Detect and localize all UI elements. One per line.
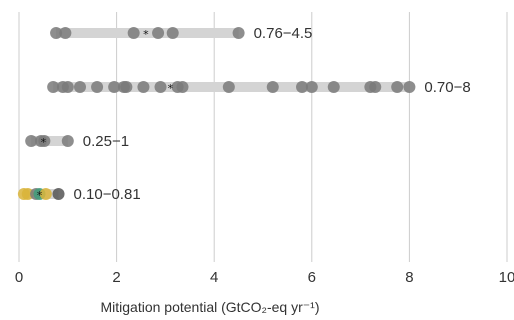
data-rows: * 0.76−4.5 * 0.70−8 * 0.25−1 * 0.10−0.81 <box>17 25 471 203</box>
x-tick-label-4: 4 <box>210 269 218 286</box>
median-marker: * <box>37 189 43 202</box>
data-point <box>59 27 72 39</box>
data-point <box>120 81 133 93</box>
data-point <box>305 81 318 93</box>
data-point <box>74 81 86 93</box>
row-2: * 0.70−8 <box>47 79 471 96</box>
range-label: 0.70−8 <box>424 79 470 96</box>
x-tick-label-2: 2 <box>112 269 120 286</box>
x-tick-label-8: 8 <box>405 269 413 286</box>
data-point <box>266 81 279 93</box>
data-point <box>222 81 235 93</box>
data-point <box>137 81 150 93</box>
data-point <box>47 81 60 93</box>
row-3: * 0.25−1 <box>25 133 129 150</box>
data-point <box>61 135 74 147</box>
range-label: 0.10−0.81 <box>74 186 141 203</box>
data-point <box>391 81 404 93</box>
data-point <box>39 188 52 200</box>
data-point <box>21 188 34 200</box>
median-marker: * <box>41 136 47 149</box>
data-point <box>152 27 165 39</box>
median-marker: * <box>143 28 149 41</box>
median-marker: * <box>168 82 174 95</box>
range-label: 0.76−4.5 <box>254 25 313 42</box>
data-point <box>369 81 382 93</box>
range-label: 0.25−1 <box>83 133 129 150</box>
data-point <box>176 81 189 93</box>
grid-lines <box>18 12 508 262</box>
data-point <box>108 81 121 93</box>
x-axis-ticks: 0 2 4 6 8 10 <box>15 269 514 286</box>
x-tick-label-0: 0 <box>15 269 23 286</box>
data-point <box>296 81 309 93</box>
row-1: * 0.76−4.5 <box>50 25 312 42</box>
range-bar <box>56 28 239 38</box>
row-4: * 0.10−0.81 <box>17 186 141 203</box>
x-tick-label-6: 6 <box>308 269 316 286</box>
data-point <box>25 135 38 147</box>
data-point <box>52 188 65 200</box>
x-axis-title: Mitigation potential (GtCO₂-eq yr⁻¹) <box>100 299 319 315</box>
x-tick-label-10: 10 <box>499 269 514 286</box>
data-point <box>50 27 63 39</box>
data-point <box>327 81 340 93</box>
data-point <box>61 81 74 93</box>
data-point <box>91 81 104 93</box>
data-point <box>38 135 51 147</box>
data-point <box>127 27 140 39</box>
data-point <box>403 81 416 93</box>
data-point <box>166 27 179 39</box>
data-point <box>154 81 167 93</box>
data-point <box>232 27 245 39</box>
